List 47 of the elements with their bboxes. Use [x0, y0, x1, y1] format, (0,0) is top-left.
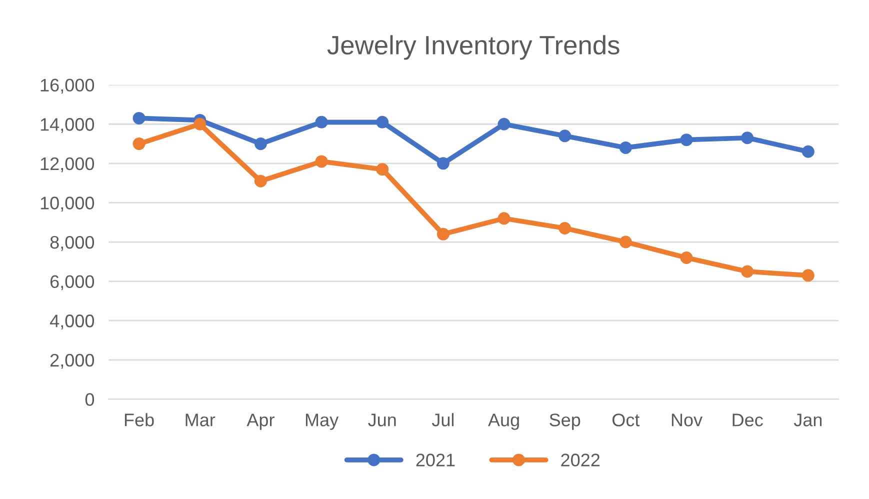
- point: [436, 228, 450, 240]
- y-tick-label: 8,000: [50, 236, 94, 251]
- x-tick-label: Mar: [186, 414, 216, 426]
- x-tick-label: Dec: [732, 414, 763, 426]
- point: [194, 118, 206, 130]
- point: [558, 130, 572, 142]
- x-tick-label: Oct: [612, 414, 640, 426]
- y-tick-label: 12,000: [40, 157, 94, 172]
- point: [498, 118, 510, 130]
- point: [741, 265, 754, 278]
- y-tick-label: 10,000: [40, 196, 94, 212]
- x-tick-label: Nov: [672, 414, 703, 426]
- point: [619, 141, 632, 154]
- point: [254, 138, 267, 150]
- point: [680, 251, 693, 264]
- point: [558, 222, 572, 235]
- point: [254, 174, 267, 188]
- x-tick-label: Apr: [246, 414, 274, 430]
- point: [376, 163, 389, 176]
- x-tick-label: Jul: [432, 413, 454, 426]
- point: [680, 134, 693, 146]
- y-tick-label: 0: [85, 393, 94, 406]
- x-tick-label: May: [306, 414, 339, 430]
- chart-title: Jewelry Inventory Trends: [327, 35, 620, 60]
- legend-label: 2022: [561, 454, 600, 466]
- point: [802, 269, 814, 282]
- x-tick-label: Jun: [368, 414, 396, 426]
- point: [498, 212, 510, 225]
- point: [436, 157, 450, 170]
- point: [132, 112, 146, 124]
- point: [619, 236, 632, 248]
- point: [132, 138, 146, 150]
- y-tick-label: 4,000: [50, 314, 94, 330]
- x-tick-label: Jan: [794, 414, 822, 426]
- point: [315, 116, 328, 128]
- point: [802, 145, 814, 158]
- y-tick-label: 16,000: [40, 78, 94, 94]
- y-tick-label: 14,000: [40, 118, 94, 133]
- x-tick-label: Aug: [488, 414, 519, 430]
- y-tick-label: 2,000: [50, 354, 94, 369]
- x-tick-label: Feb: [124, 413, 154, 426]
- point: [741, 132, 754, 144]
- y-tick-label: 6,000: [50, 275, 94, 290]
- legend-label: 2021: [416, 454, 455, 466]
- point: [315, 155, 328, 168]
- point: [376, 116, 389, 128]
- x-tick-label: Sep: [550, 414, 580, 430]
